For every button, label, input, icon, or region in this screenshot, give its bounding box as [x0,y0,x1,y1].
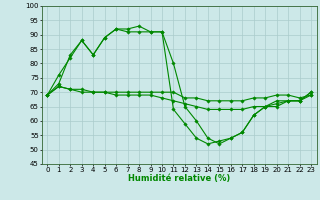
X-axis label: Humidité relative (%): Humidité relative (%) [128,174,230,183]
